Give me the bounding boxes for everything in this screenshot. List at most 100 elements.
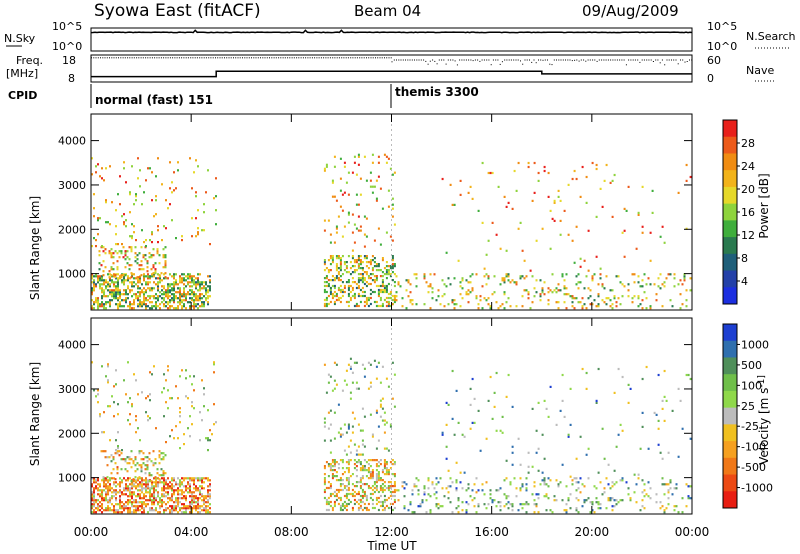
velocity-cell	[165, 479, 167, 482]
velocity-cell	[109, 485, 111, 488]
velocity-cell	[135, 487, 137, 490]
velocity-cell	[429, 511, 432, 514]
velocity-cell	[109, 509, 111, 512]
power-cell	[124, 250, 127, 253]
velocity-cell	[577, 487, 580, 490]
power-cell	[110, 266, 113, 269]
velocity-cell	[175, 505, 177, 508]
velocity-cell	[555, 499, 558, 502]
velocity-cell	[325, 500, 328, 504]
power-cell	[347, 279, 350, 282]
power-cell	[111, 281, 113, 284]
power-cell	[351, 257, 354, 260]
velocity-cell	[647, 495, 650, 498]
power-cell	[131, 285, 133, 288]
power-cell	[375, 179, 378, 182]
power-cell	[469, 281, 472, 284]
velocity-cell	[463, 471, 466, 474]
velocity-cell	[325, 498, 328, 502]
power-cell	[145, 245, 147, 248]
nave-point	[652, 61, 654, 62]
power-cell	[391, 239, 394, 242]
velocity-ytick-label: 1000	[58, 472, 86, 485]
power-cell	[189, 277, 191, 280]
velocity-cell	[375, 377, 378, 380]
power-cell	[109, 303, 111, 306]
velocity-cell	[193, 501, 195, 504]
velocity-cell	[465, 511, 468, 514]
velocity-cell	[661, 477, 664, 480]
power-cell	[459, 293, 462, 296]
velocity-cell	[545, 509, 548, 512]
power-cell	[533, 161, 536, 165]
velocity-cell	[109, 405, 111, 408]
nave-point	[456, 64, 458, 66]
power-cell	[115, 297, 117, 300]
power-cell	[141, 283, 143, 286]
velocity-cell	[667, 491, 670, 494]
power-cell	[589, 289, 592, 292]
power-cell	[123, 305, 125, 308]
power-cell	[631, 297, 634, 300]
velocity-cell	[199, 485, 201, 488]
velocity-cell	[337, 488, 340, 492]
power-cell	[505, 301, 508, 304]
power-cell	[361, 273, 364, 276]
power-cell	[116, 252, 119, 255]
velocity-cell	[393, 498, 396, 502]
freq-tick-top: 18	[62, 54, 76, 67]
nave-point	[208, 57, 210, 59]
power-cell	[645, 297, 648, 300]
velocity-cell	[134, 480, 137, 483]
power-cell	[553, 219, 556, 222]
power-cell	[143, 303, 145, 306]
power-cell	[611, 289, 614, 292]
power-cell	[207, 303, 209, 306]
velocity-cell	[101, 431, 103, 434]
velocity-cell	[127, 485, 129, 488]
velocity-cell	[197, 503, 199, 506]
velocity-cell	[681, 497, 684, 500]
power-cell	[475, 295, 478, 298]
power-cell	[389, 292, 392, 296]
velocity-cell	[607, 497, 610, 500]
velocity-cell	[161, 501, 163, 504]
velocity-colorbar-segment	[723, 424, 737, 442]
power-cell	[339, 288, 342, 292]
velocity-cell	[135, 507, 137, 510]
velocity-cell	[165, 483, 167, 486]
velocity-cell	[329, 375, 332, 378]
velocity-cell	[105, 497, 107, 500]
velocity-cell	[385, 421, 388, 424]
velocity-cell	[157, 485, 159, 488]
power-cell	[137, 157, 139, 160]
velocity-cell	[123, 489, 125, 492]
power-cell	[347, 211, 350, 214]
power-cell	[637, 281, 640, 284]
velocity-cell	[387, 385, 390, 388]
velocity-cell	[149, 489, 151, 492]
power-cell	[125, 279, 127, 282]
velocity-cell	[165, 503, 167, 506]
power-cell	[335, 265, 338, 268]
power-cell	[185, 297, 187, 300]
velocity-cell	[189, 485, 191, 488]
velocity-cell	[639, 509, 642, 512]
velocity-cell	[124, 458, 127, 461]
nave-point	[264, 57, 266, 59]
power-cell	[133, 203, 135, 206]
power-cell	[615, 301, 618, 304]
power-cell	[541, 289, 544, 292]
power-cell	[127, 275, 129, 278]
nave-point	[538, 59, 539, 61]
power-cell	[343, 165, 346, 168]
velocity-cell	[135, 505, 137, 508]
velocity-cell	[153, 365, 155, 368]
power-cell	[379, 284, 382, 288]
power-cell	[131, 283, 133, 286]
nave-point	[230, 57, 232, 59]
velocity-cell	[211, 433, 213, 436]
velocity-cell	[113, 507, 115, 510]
nave-point	[454, 60, 456, 62]
